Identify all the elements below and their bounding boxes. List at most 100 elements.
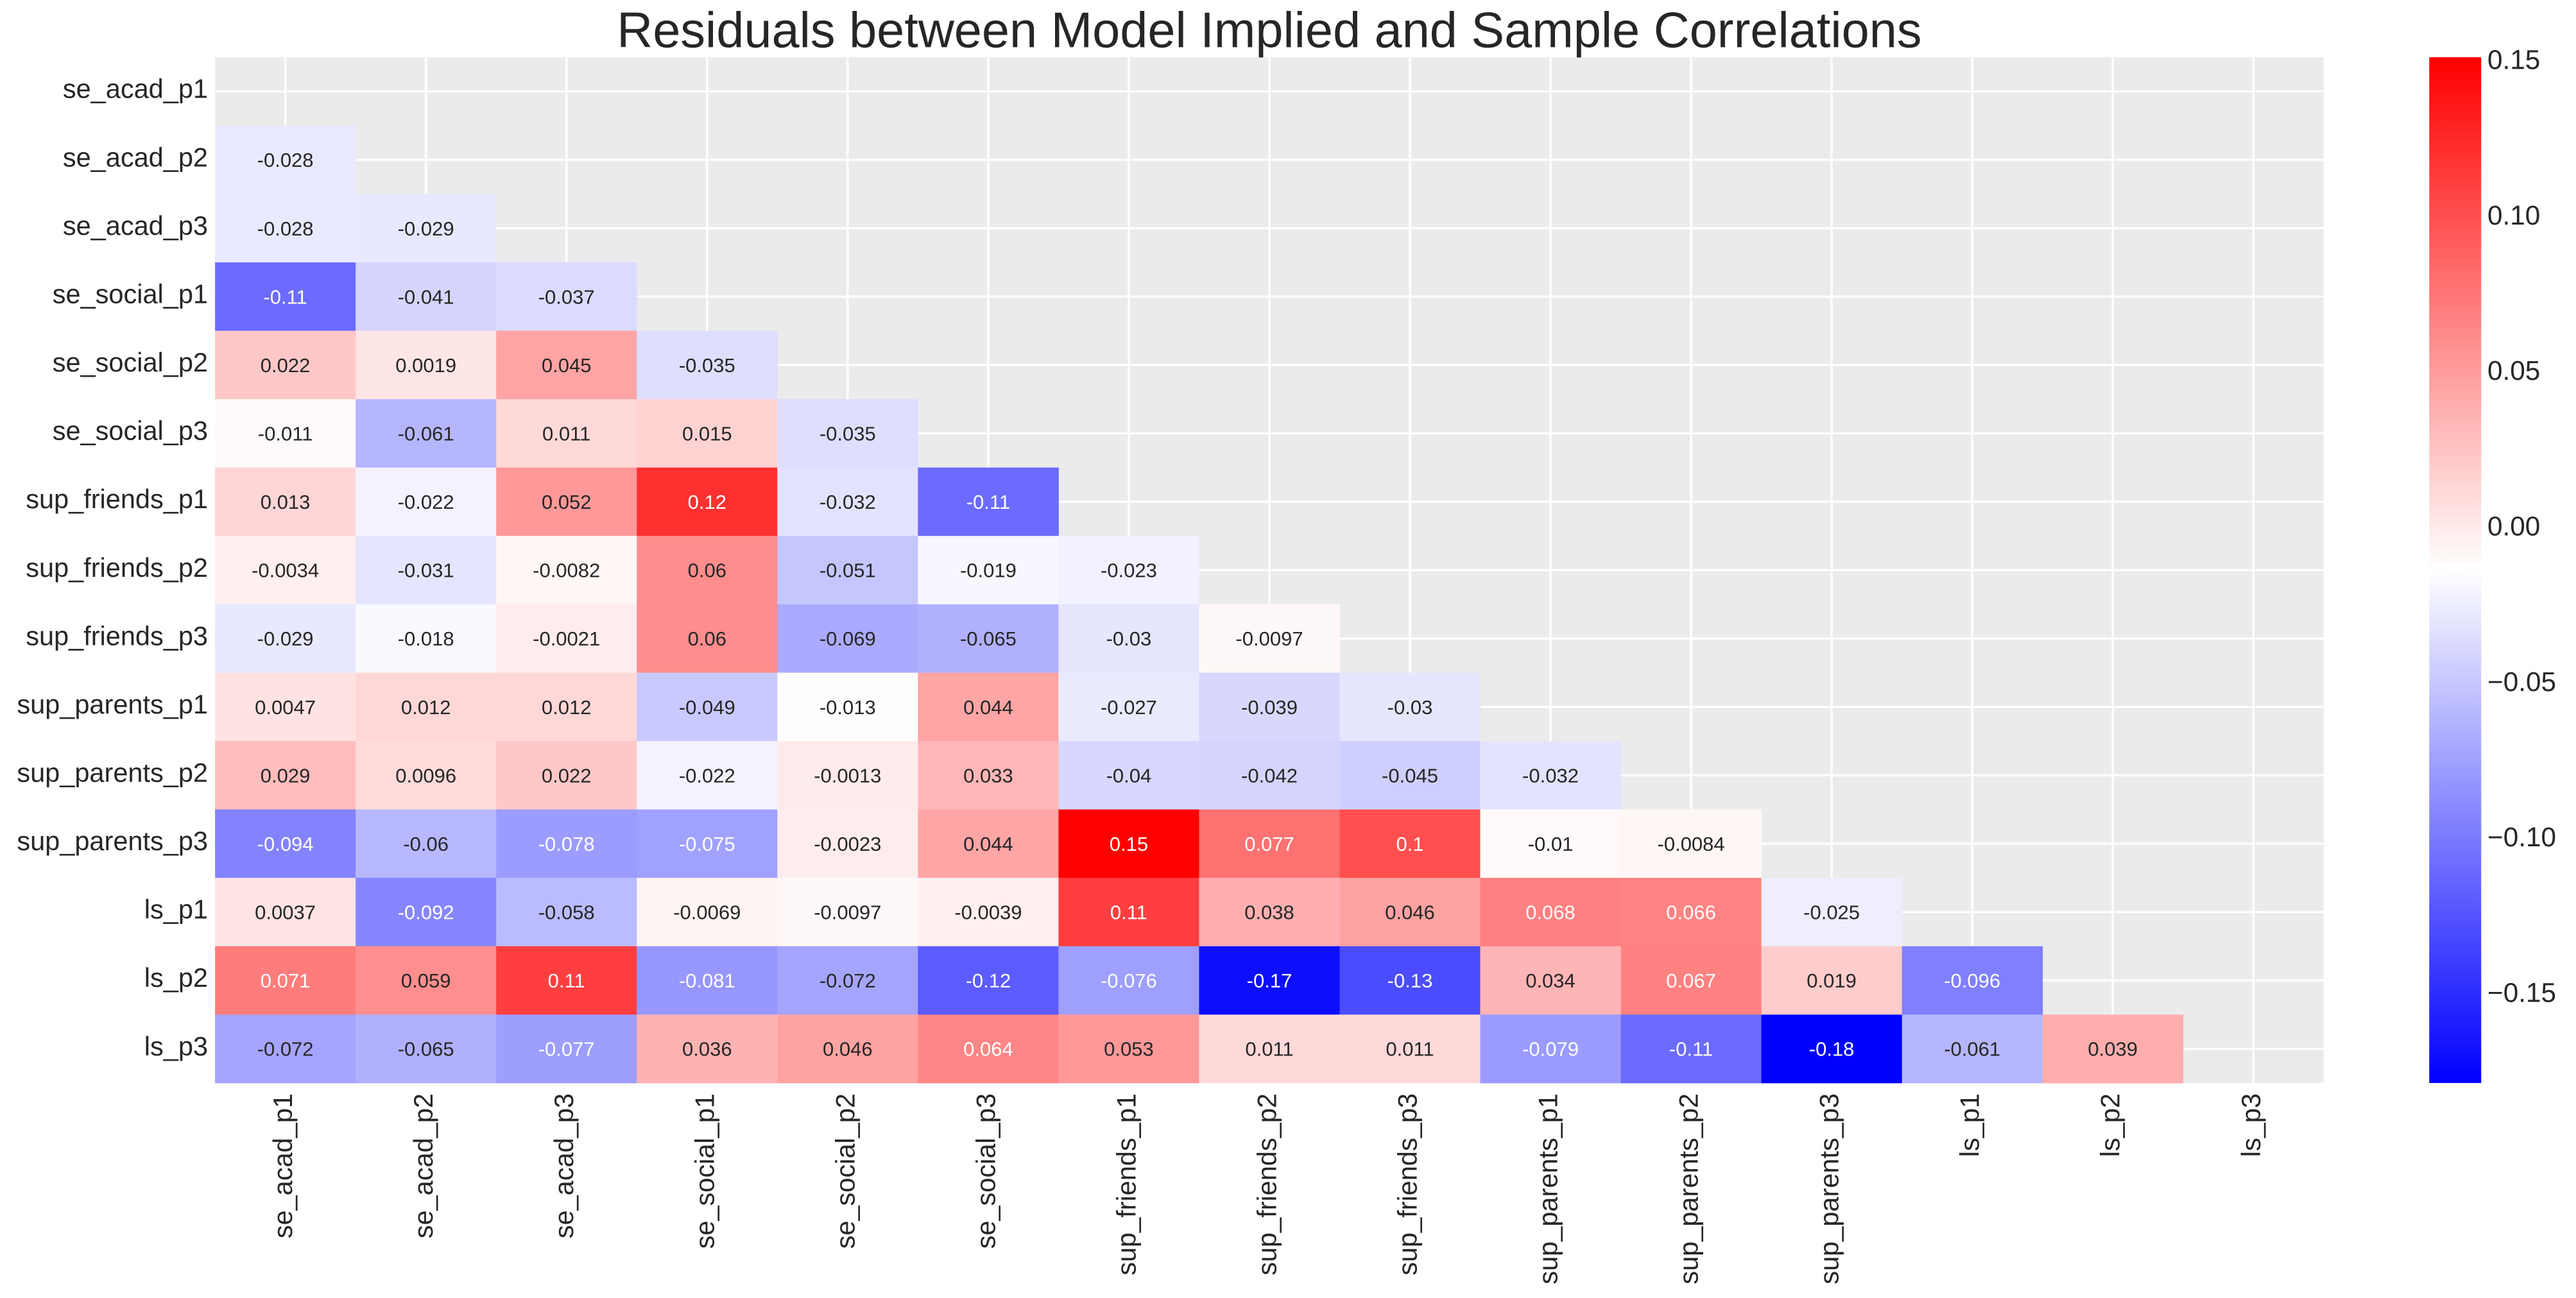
svg-text:ls_p2: ls_p2 [2095, 1093, 2125, 1157]
svg-text:-0.079: -0.079 [1522, 1038, 1579, 1061]
svg-text:0.036: 0.036 [682, 1038, 732, 1061]
svg-text:0.022: 0.022 [261, 354, 311, 377]
svg-text:-0.022: -0.022 [398, 491, 454, 513]
svg-text:0.033: 0.033 [963, 764, 1013, 787]
svg-text:-0.072: -0.072 [820, 969, 876, 992]
svg-text:-0.041: -0.041 [398, 286, 454, 308]
svg-text:0.011: 0.011 [542, 423, 590, 445]
svg-text:-0.039: -0.039 [1241, 696, 1298, 719]
svg-text:0.066: 0.066 [1666, 901, 1716, 924]
svg-text:0.046: 0.046 [823, 1038, 873, 1061]
svg-text:-0.081: -0.081 [679, 969, 735, 992]
svg-text:-0.03: -0.03 [1387, 696, 1433, 719]
svg-text:0.059: 0.059 [401, 969, 451, 992]
svg-text:0.1: 0.1 [1396, 833, 1423, 855]
svg-text:-0.077: -0.077 [538, 1038, 595, 1061]
svg-text:-0.029: -0.029 [257, 628, 314, 650]
svg-text:se_social_p3: se_social_p3 [970, 1093, 1000, 1249]
svg-text:se_acad_p1: se_acad_p1 [268, 1093, 298, 1238]
svg-text:se_social_p1: se_social_p1 [689, 1093, 719, 1249]
svg-text:0.029: 0.029 [261, 764, 311, 787]
svg-text:0.015: 0.015 [682, 423, 732, 445]
svg-text:-0.0021: -0.0021 [533, 628, 600, 650]
svg-text:sup_parents_p1: sup_parents_p1 [17, 689, 208, 719]
svg-text:-0.037: -0.037 [538, 286, 595, 308]
svg-text:0.0019: 0.0019 [395, 354, 456, 377]
svg-text:-0.027: -0.027 [1101, 696, 1157, 719]
svg-text:-0.03: -0.03 [1106, 628, 1152, 650]
svg-text:-0.011: -0.011 [258, 423, 313, 445]
svg-text:0.013: 0.013 [261, 491, 311, 513]
svg-text:−0.15: −0.15 [2487, 978, 2556, 1008]
svg-text:sup_friends_p2: sup_friends_p2 [26, 552, 208, 583]
svg-text:-0.025: -0.025 [1803, 901, 1860, 924]
svg-text:-0.051: -0.051 [820, 559, 876, 582]
svg-text:se_social_p2: se_social_p2 [830, 1093, 860, 1249]
svg-text:se_social_p1: se_social_p1 [53, 278, 208, 309]
svg-text:-0.0034: -0.0034 [252, 559, 319, 582]
svg-text:0.0037: 0.0037 [255, 901, 316, 924]
svg-text:0.0047: 0.0047 [255, 696, 316, 719]
svg-text:0.019: 0.019 [1807, 969, 1857, 992]
svg-text:−0.10: −0.10 [2487, 822, 2556, 852]
svg-text:-0.13: -0.13 [1387, 969, 1433, 992]
svg-text:0.044: 0.044 [963, 833, 1013, 855]
svg-text:ls_p3: ls_p3 [2236, 1093, 2266, 1157]
svg-text:0.10: 0.10 [2487, 200, 2540, 230]
svg-text:sup_friends_p3: sup_friends_p3 [1393, 1093, 1423, 1276]
svg-text:-0.023: -0.023 [1101, 559, 1157, 582]
svg-text:sup_friends_p3: sup_friends_p3 [26, 620, 208, 651]
svg-text:-0.019: -0.019 [960, 559, 1017, 582]
svg-text:0.012: 0.012 [401, 696, 451, 719]
svg-text:-0.061: -0.061 [1944, 1038, 2000, 1061]
svg-text:-0.031: -0.031 [398, 559, 454, 582]
svg-text:-0.018: -0.018 [398, 628, 454, 650]
svg-text:0.15: 0.15 [1110, 833, 1148, 855]
svg-text:-0.075: -0.075 [679, 833, 735, 855]
svg-text:-0.12: -0.12 [966, 969, 1011, 992]
svg-text:0.0096: 0.0096 [395, 764, 456, 787]
svg-text:0.071: 0.071 [261, 969, 311, 992]
svg-text:-0.028: -0.028 [257, 149, 314, 171]
svg-text:-0.11: -0.11 [966, 491, 1010, 513]
svg-text:-0.11: -0.11 [263, 286, 307, 308]
svg-text:-0.061: -0.061 [398, 423, 454, 445]
svg-text:ls_p1: ls_p1 [144, 894, 208, 925]
svg-text:-0.035: -0.035 [679, 354, 735, 377]
svg-text:-0.0013: -0.0013 [814, 764, 881, 787]
svg-text:se_acad_p2: se_acad_p2 [408, 1093, 438, 1238]
svg-text:0.022: 0.022 [542, 764, 592, 787]
svg-text:-0.035: -0.035 [820, 423, 876, 445]
svg-text:-0.11: -0.11 [1669, 1038, 1713, 1061]
svg-text:0.064: 0.064 [963, 1038, 1013, 1061]
svg-text:-0.032: -0.032 [820, 491, 876, 513]
svg-text:-0.06: -0.06 [403, 833, 449, 855]
svg-text:se_acad_p3: se_acad_p3 [63, 210, 208, 241]
svg-text:Residuals between Model Implie: Residuals between Model Implied and Samp… [617, 3, 1921, 58]
svg-text:-0.029: -0.029 [398, 218, 454, 240]
svg-text:0.034: 0.034 [1525, 969, 1576, 992]
svg-text:-0.0097: -0.0097 [1235, 628, 1303, 650]
svg-text:0.038: 0.038 [1244, 901, 1294, 924]
svg-text:0.046: 0.046 [1385, 901, 1435, 924]
svg-text:0.11: 0.11 [548, 969, 585, 992]
svg-text:-0.058: -0.058 [538, 901, 595, 924]
svg-text:-0.028: -0.028 [257, 218, 314, 240]
svg-text:se_social_p2: se_social_p2 [53, 347, 208, 377]
svg-text:-0.049: -0.049 [679, 696, 735, 719]
svg-text:0.11: 0.11 [1110, 901, 1147, 924]
svg-text:0.06: 0.06 [688, 628, 726, 650]
svg-text:-0.092: -0.092 [398, 901, 454, 924]
svg-text:ls_p3: ls_p3 [144, 1031, 208, 1061]
svg-text:0.044: 0.044 [963, 696, 1013, 719]
svg-text:0.15: 0.15 [2487, 45, 2540, 75]
svg-text:-0.078: -0.078 [538, 833, 595, 855]
svg-text:-0.072: -0.072 [257, 1038, 314, 1061]
svg-text:0.12: 0.12 [688, 491, 726, 513]
svg-text:0.068: 0.068 [1525, 901, 1576, 924]
svg-text:0.012: 0.012 [542, 696, 592, 719]
svg-text:sup_parents_p3: sup_parents_p3 [17, 826, 208, 856]
svg-text:se_acad_p2: se_acad_p2 [63, 142, 208, 172]
svg-text:ls_p2: ls_p2 [144, 962, 208, 993]
svg-text:-0.04: -0.04 [1106, 764, 1152, 787]
